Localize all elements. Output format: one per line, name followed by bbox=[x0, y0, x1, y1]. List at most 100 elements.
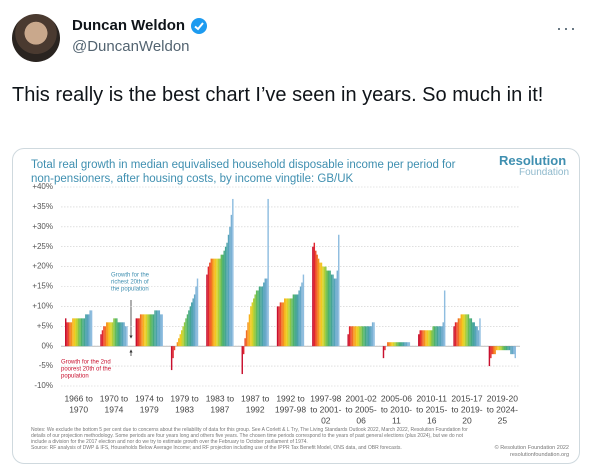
bar bbox=[363, 326, 365, 347]
bar bbox=[206, 274, 208, 347]
bar bbox=[83, 318, 86, 347]
bar bbox=[189, 306, 192, 347]
x-tick-label: 1966 to bbox=[64, 393, 93, 403]
bar bbox=[245, 330, 248, 347]
bar bbox=[141, 314, 143, 347]
bar bbox=[67, 322, 70, 347]
bar bbox=[155, 310, 158, 347]
bar bbox=[289, 298, 292, 347]
bar bbox=[460, 314, 463, 347]
bar bbox=[73, 318, 76, 347]
bar bbox=[210, 258, 212, 347]
bar bbox=[330, 274, 333, 347]
bar bbox=[69, 322, 71, 347]
bar bbox=[429, 330, 432, 347]
bar bbox=[82, 318, 84, 347]
bar bbox=[227, 234, 230, 347]
author-name[interactable]: Duncan Weldon bbox=[72, 17, 186, 34]
bar bbox=[223, 250, 225, 347]
bar bbox=[260, 286, 262, 347]
x-tick-label: 1997-98 bbox=[275, 404, 306, 414]
bar bbox=[436, 326, 439, 347]
bar bbox=[494, 346, 496, 355]
bar bbox=[335, 278, 337, 347]
bar bbox=[230, 214, 233, 347]
bar bbox=[504, 346, 506, 351]
bar bbox=[124, 326, 127, 347]
bar bbox=[147, 314, 149, 347]
bar bbox=[428, 330, 430, 347]
bar bbox=[154, 310, 156, 347]
copyright-line: resolutionfoundation.org bbox=[509, 452, 569, 458]
bar bbox=[226, 242, 228, 347]
bar bbox=[327, 270, 330, 347]
tweet-text: This really is the best chart I’ve seen … bbox=[12, 84, 544, 106]
bar bbox=[384, 346, 386, 351]
bar bbox=[438, 326, 440, 347]
bar bbox=[276, 306, 279, 347]
bar bbox=[257, 290, 259, 347]
bar bbox=[367, 326, 370, 347]
bar bbox=[267, 198, 269, 347]
x-tick-label: 16 bbox=[427, 415, 437, 425]
bar bbox=[209, 262, 211, 347]
bar bbox=[511, 346, 514, 355]
bar bbox=[282, 302, 285, 347]
bar bbox=[466, 314, 468, 347]
notes-text: Notes: We exclude the bottom 5 per cent … bbox=[31, 427, 468, 445]
bar bbox=[469, 318, 471, 347]
x-tick-label: to 2005- bbox=[346, 404, 377, 414]
bar bbox=[493, 346, 495, 355]
bar bbox=[422, 330, 424, 347]
bar bbox=[157, 310, 159, 347]
bar bbox=[285, 298, 287, 347]
bar bbox=[420, 330, 423, 347]
bar bbox=[284, 298, 286, 347]
bar bbox=[431, 330, 433, 347]
bar bbox=[222, 254, 224, 347]
bar bbox=[338, 234, 340, 347]
x-tick-label: 2001-02 bbox=[346, 393, 377, 403]
bar bbox=[152, 314, 155, 347]
annotation: poorest 20th of the bbox=[61, 367, 112, 373]
bar bbox=[148, 314, 150, 347]
bar bbox=[278, 306, 280, 347]
y-tick-label: +25% bbox=[32, 242, 53, 251]
bar bbox=[216, 258, 218, 347]
bar bbox=[350, 326, 352, 347]
bar bbox=[462, 314, 464, 347]
chart-image[interactable]: Total real growth in median equivalised … bbox=[12, 148, 580, 464]
bar bbox=[173, 346, 176, 351]
bar bbox=[302, 274, 305, 347]
bar bbox=[188, 310, 190, 347]
bar bbox=[192, 298, 194, 347]
chart: +40% +35% +30% +25% +20% +15% +10% +5% 0% -5% -10%… bbox=[32, 182, 520, 425]
bar bbox=[405, 342, 408, 347]
bar bbox=[178, 338, 180, 347]
bar bbox=[316, 254, 318, 347]
y-tick-label: +5% bbox=[37, 321, 53, 330]
bar bbox=[182, 326, 184, 347]
chart-title: Total real growth in median equivalised … bbox=[31, 159, 456, 185]
bar bbox=[242, 346, 245, 355]
bar bbox=[107, 322, 109, 347]
y-tick-label: +30% bbox=[32, 222, 53, 231]
bar bbox=[108, 322, 111, 347]
y-tick-label: +40% bbox=[32, 182, 53, 191]
author-handle[interactable]: @DuncanWeldon bbox=[72, 38, 190, 55]
avatar[interactable] bbox=[12, 14, 60, 62]
bar bbox=[313, 242, 316, 347]
bar bbox=[258, 286, 261, 347]
bar bbox=[389, 342, 392, 347]
more-button[interactable]: ··· bbox=[556, 18, 577, 38]
bar bbox=[442, 322, 444, 347]
bar bbox=[336, 270, 339, 347]
bar bbox=[329, 270, 331, 347]
x-tick-label: to 2024- bbox=[487, 404, 518, 414]
bar bbox=[263, 282, 265, 347]
bar bbox=[151, 314, 153, 347]
annotation: Growth for the 2nd bbox=[61, 360, 111, 366]
bar bbox=[470, 318, 473, 347]
bar bbox=[348, 326, 351, 347]
bar bbox=[441, 326, 443, 347]
